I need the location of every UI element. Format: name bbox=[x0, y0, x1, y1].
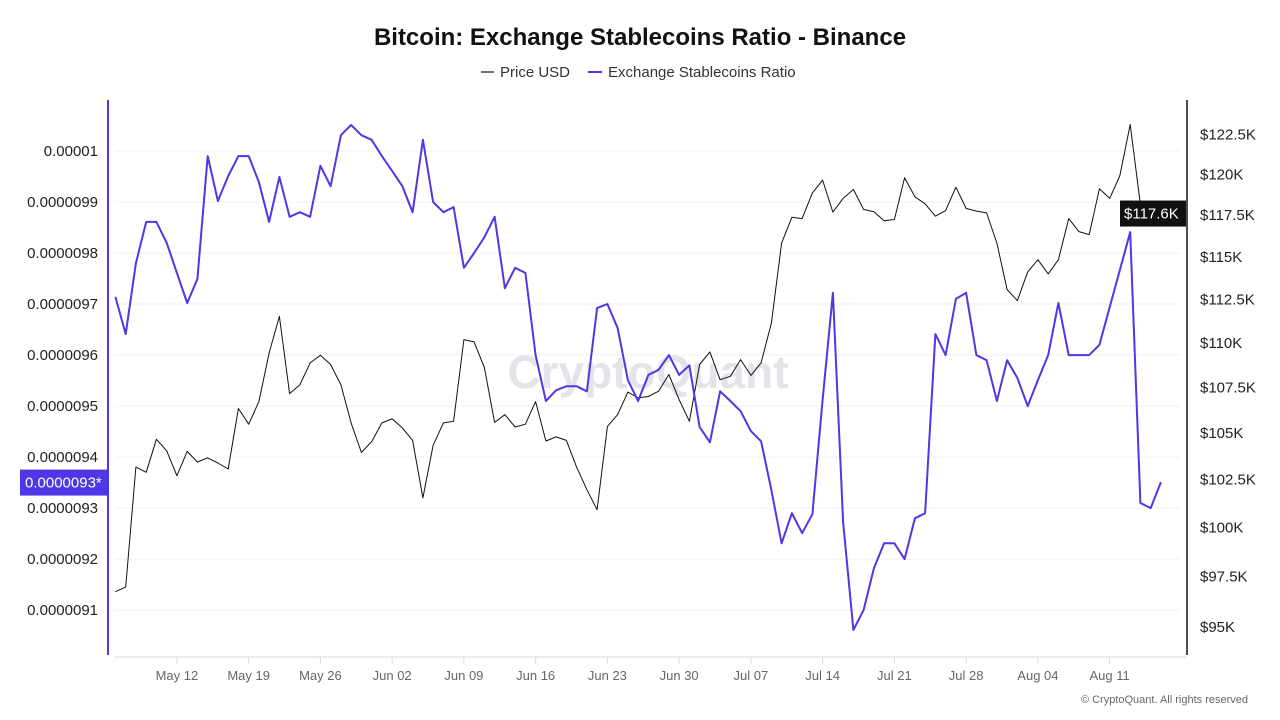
right-tick-label: $112.5K bbox=[1200, 291, 1255, 308]
left-badge-bg bbox=[20, 469, 108, 496]
left-current-value-badge: 0.0000093* bbox=[20, 469, 108, 496]
x-tick-label: Jun 16 bbox=[516, 668, 555, 683]
right-tick-label: $117.5K bbox=[1200, 207, 1255, 224]
watermark-logo: CryptoQuant bbox=[507, 346, 788, 398]
right-tick-label: $97.5K bbox=[1200, 569, 1248, 586]
legend-item-ratio[interactable]: Exchange Stablecoins Ratio bbox=[588, 64, 796, 81]
right-badge-text: $117.6K bbox=[1124, 206, 1179, 223]
right-badge-bg bbox=[1120, 200, 1186, 227]
legend-label-price: Price USD bbox=[500, 64, 570, 81]
right-tick-label: $105K bbox=[1200, 425, 1243, 442]
right-tick-label: $115K bbox=[1200, 249, 1242, 266]
x-tick-label: Jul 21 bbox=[877, 668, 912, 683]
legend: Price USD Exchange Stablecoins Ratio bbox=[481, 64, 796, 81]
x-tick-label: May 19 bbox=[227, 668, 270, 683]
right-tick-label: $107.5K bbox=[1200, 379, 1256, 396]
left-tick-label: 0.0000099 bbox=[27, 194, 98, 211]
x-tick-label: Aug 04 bbox=[1017, 668, 1058, 683]
right-y-axis: $122.5K $120K $117.5K $115K $112.5K $110K $107… bbox=[1186, 100, 1256, 655]
left-tick-label: 0.0000091 bbox=[27, 602, 98, 619]
left-badge-text: 0.0000093* bbox=[25, 475, 102, 492]
right-current-value-badge: $117.6K bbox=[1120, 200, 1186, 227]
left-tick-label: 0.00001 bbox=[44, 143, 98, 160]
left-tick-label: 0.0000095 bbox=[27, 398, 98, 415]
x-axis: May 12 May 19 May 26 Jun 02 Jun 09 Jun 16 Jun … bbox=[115, 656, 1187, 683]
x-tick-label: May 26 bbox=[299, 668, 342, 683]
gridlines bbox=[115, 150, 1180, 611]
x-tick-label: Jul 14 bbox=[805, 668, 840, 683]
copyright-text: © CryptoQuant. All rights reserved bbox=[1081, 694, 1248, 706]
legend-label-ratio: Exchange Stablecoins Ratio bbox=[608, 64, 796, 81]
right-tick-label: $95K bbox=[1200, 619, 1235, 636]
x-tick-label: Aug 11 bbox=[1090, 668, 1130, 683]
x-tick-label: Jul 28 bbox=[949, 668, 984, 683]
current-value-labels: 0.0000093* $117.6K bbox=[20, 200, 1186, 496]
right-tick-label: $102.5K bbox=[1200, 472, 1256, 489]
chart-title: Bitcoin: Exchange Stablecoins Ratio - Bi… bbox=[374, 24, 906, 51]
right-tick-label: $110K bbox=[1200, 335, 1242, 352]
x-tick-label: Jun 02 bbox=[373, 668, 412, 683]
x-tick-label: May 12 bbox=[156, 668, 199, 683]
x-tick-label: Jun 23 bbox=[588, 668, 627, 683]
x-tick-label: Jun 30 bbox=[660, 668, 699, 683]
series-line-price-usd bbox=[115, 124, 1172, 593]
left-tick-label: 0.0000096 bbox=[27, 347, 98, 364]
left-tick-label: 0.0000094 bbox=[27, 449, 98, 466]
left-tick-label: 0.0000098 bbox=[27, 245, 98, 262]
series-lines bbox=[114, 124, 1172, 631]
left-tick-label: 0.0000097 bbox=[27, 296, 98, 313]
right-tick-label: $100K bbox=[1200, 520, 1243, 537]
right-tick-label: $120K bbox=[1200, 166, 1243, 183]
x-tick-label: Jul 07 bbox=[734, 668, 769, 683]
series-line-exchange-stablecoins-ratio bbox=[114, 124, 1162, 631]
left-tick-label: 0.0000092 bbox=[27, 551, 98, 568]
left-tick-label: 0.0000093 bbox=[27, 500, 98, 517]
right-tick-label: $122.5K bbox=[1200, 126, 1256, 143]
x-tick-label: Jun 09 bbox=[444, 668, 483, 683]
left-y-axis: 0.00001 0.0000099 0.0000098 0.0000097 0.0000… bbox=[27, 100, 109, 655]
legend-item-price[interactable]: Price USD bbox=[481, 64, 570, 81]
